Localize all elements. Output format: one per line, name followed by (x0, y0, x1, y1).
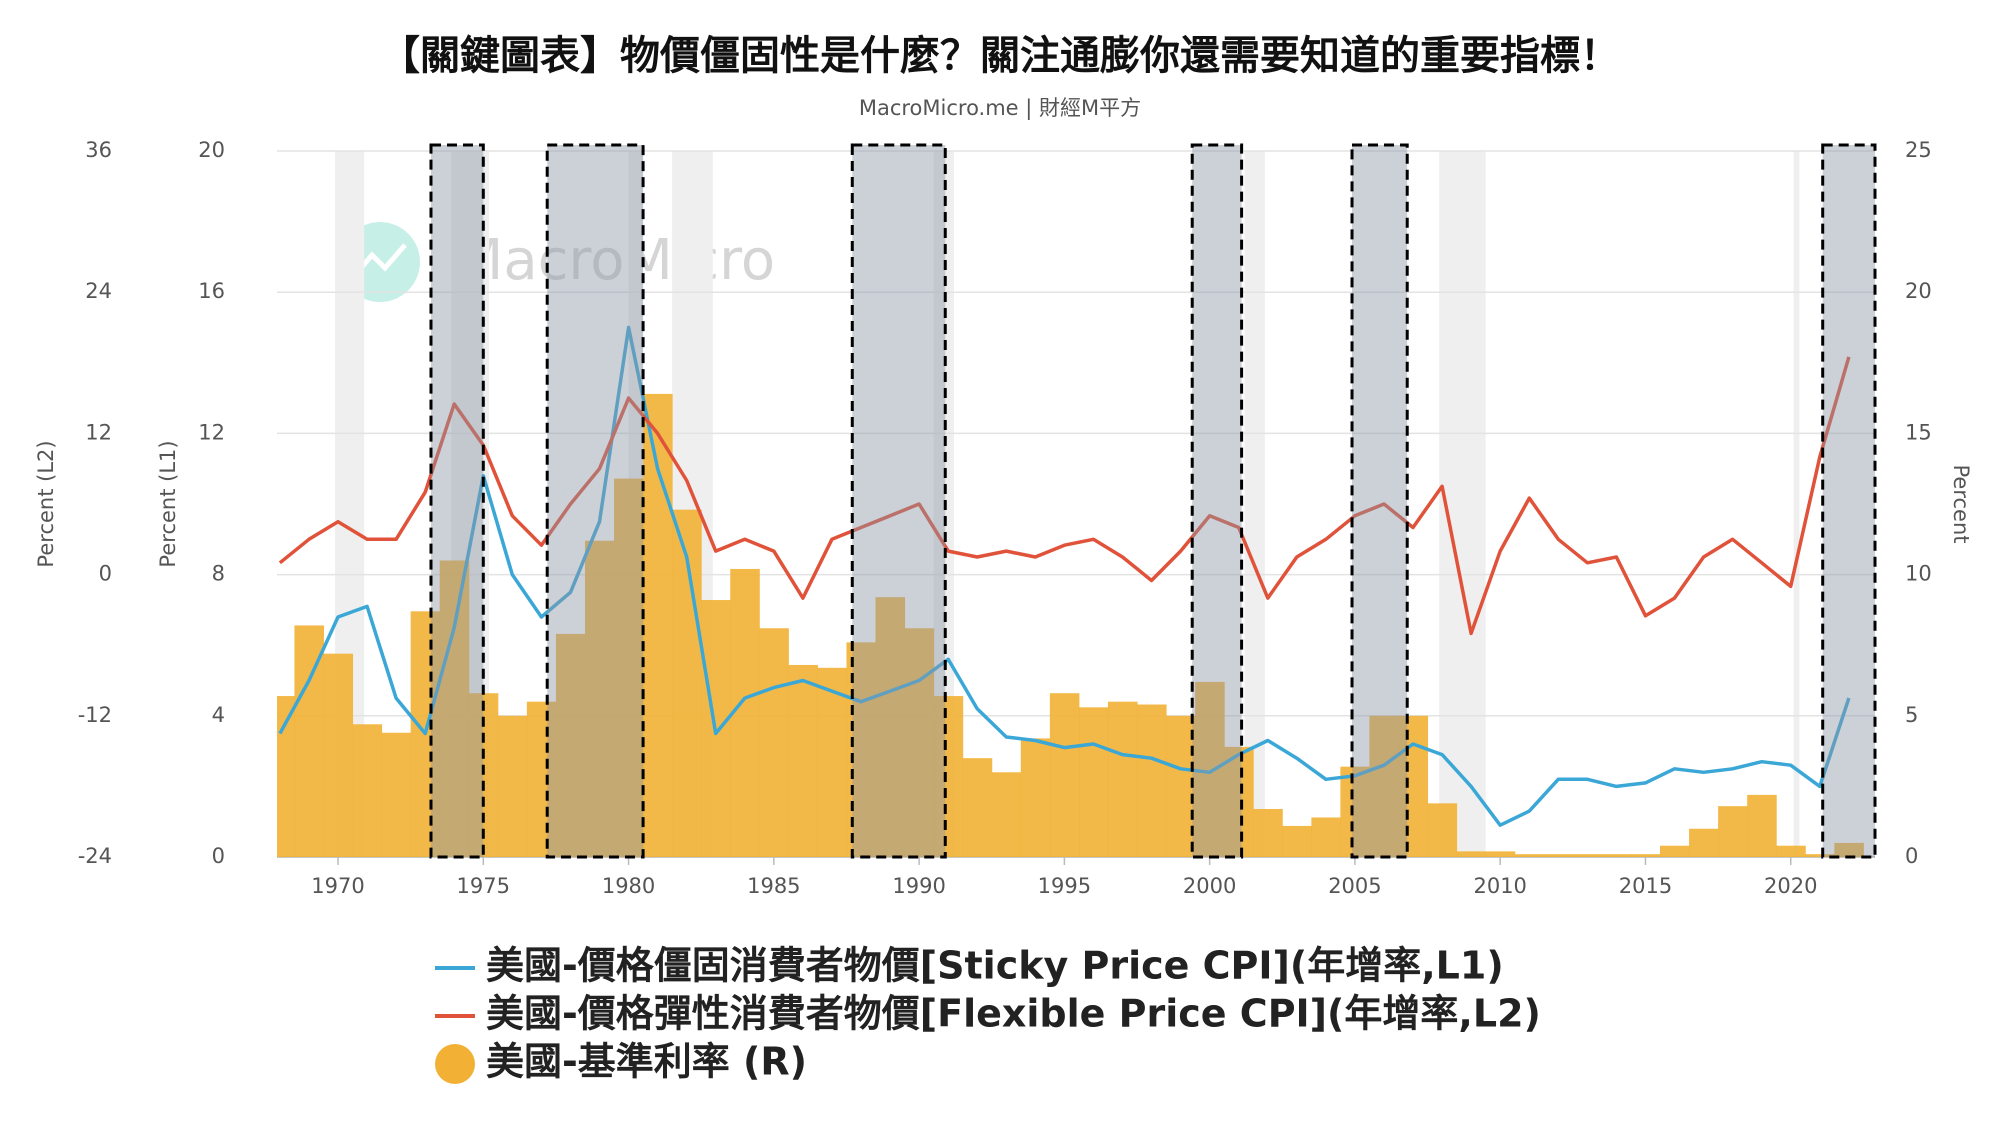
bar (294, 625, 324, 857)
x-tick-label: 1990 (892, 874, 945, 898)
bar (1398, 715, 1429, 857)
recession-band (1244, 151, 1265, 857)
y3-axis-title: Percent (1949, 464, 1973, 543)
bar (526, 701, 557, 857)
y3-tick-label: 20 (1905, 279, 1932, 303)
bar (1224, 746, 1254, 857)
bar (962, 758, 993, 857)
bar (497, 715, 528, 857)
highlight-box (1350, 143, 1409, 859)
x-tick-label: 1970 (311, 874, 364, 898)
x-tick-label: 2020 (1764, 874, 1817, 898)
y2-tick-label: 24 (85, 279, 112, 303)
bar (904, 628, 935, 857)
y2-axis-title: Percent (L2) (34, 440, 58, 567)
legend-label: 美國-基準利率 (R) (486, 1040, 807, 1084)
bar (381, 732, 412, 857)
bar (1340, 766, 1370, 857)
bar (584, 540, 615, 857)
chart-subtitle: MacroMicro.me | 財經M平方 (859, 96, 1141, 121)
y-axis-title: Percent (L1) (156, 440, 180, 567)
bar (1572, 854, 1603, 857)
bar (1311, 817, 1341, 857)
bar (788, 664, 818, 857)
bar (1630, 854, 1661, 857)
watermark-text: MacroMicro (455, 228, 775, 293)
bar (1543, 854, 1574, 857)
bar (323, 653, 354, 857)
y3-tick-label: 25 (1905, 138, 1932, 162)
y2-tick-label: 0 (99, 562, 112, 586)
bar (730, 568, 760, 857)
y2-tick-label: -12 (78, 703, 112, 727)
bar (1689, 828, 1719, 857)
line (278, 325, 1851, 827)
x-tick-label: 1980 (602, 874, 655, 898)
x-tick-label: 1975 (457, 874, 510, 898)
highlight-box (1190, 143, 1244, 859)
bar (817, 667, 847, 857)
bar (991, 772, 1022, 857)
bar (1747, 794, 1777, 857)
bar (1020, 738, 1051, 857)
bar (1776, 845, 1806, 857)
bar (1601, 854, 1632, 857)
x-tick-label: 2015 (1619, 874, 1672, 898)
legend-marker (435, 1044, 475, 1084)
y-tick-label: 0 (212, 844, 225, 868)
highlight-box (429, 143, 485, 859)
bar (1718, 806, 1748, 857)
bar (352, 724, 383, 857)
y3-tick-label: 10 (1905, 562, 1932, 586)
bar (1049, 693, 1080, 857)
y3-tick-label: 0 (1905, 844, 1918, 868)
bar (277, 696, 295, 857)
bar (1078, 707, 1109, 857)
bar (1282, 825, 1312, 857)
y2-tick-label: 12 (85, 420, 112, 444)
bar (1659, 845, 1690, 857)
bar (1166, 715, 1196, 857)
bar (1805, 854, 1835, 857)
y2-tick-label: 36 (85, 138, 112, 162)
bar (1456, 851, 1487, 857)
bar (1369, 715, 1400, 857)
bar (1834, 842, 1864, 857)
y-tick-label: 4 (212, 703, 225, 727)
y-tick-label: 16 (198, 279, 225, 303)
y3-tick-label: 5 (1905, 703, 1918, 727)
legend-label: 美國-價格僵固消費者物價[Sticky Price CPI](年增率,L1) (486, 944, 1504, 988)
x-tick-label: 1995 (1038, 874, 1091, 898)
bar (614, 478, 644, 857)
bar (1427, 803, 1458, 857)
highlight-box (545, 143, 645, 859)
bar (1107, 701, 1138, 857)
y3-tick-label: 15 (1905, 420, 1932, 444)
x-tick-label: 2010 (1473, 874, 1526, 898)
recession-band (1793, 151, 1800, 857)
bar (875, 597, 906, 857)
x-tick-label: 1985 (747, 874, 800, 898)
highlight-box (850, 143, 947, 859)
y-tick-label: 8 (212, 562, 225, 586)
y2-tick-label: -24 (78, 844, 112, 868)
x-tick-label: 2000 (1183, 874, 1236, 898)
bar (1485, 851, 1516, 857)
legend-label: 美國-價格彈性消費者物價[Flexible Price CPI](年增率,L2) (486, 992, 1541, 1036)
chart-title: 【關鍵圖表】物價僵固性是什麼？關注通膨你還需要知道的重要指標！ (380, 33, 1620, 79)
bar (439, 560, 470, 857)
y-tick-label: 20 (198, 138, 225, 162)
bar (1253, 808, 1283, 857)
plot-area (277, 325, 1864, 857)
y-tick-label: 12 (198, 420, 225, 444)
bar (555, 633, 586, 857)
bar (933, 696, 964, 857)
line (278, 356, 1851, 636)
highlight-box (1821, 143, 1877, 859)
bar (1137, 704, 1167, 857)
bar (759, 628, 789, 857)
bar (1514, 854, 1545, 857)
x-tick-label: 2005 (1328, 874, 1381, 898)
